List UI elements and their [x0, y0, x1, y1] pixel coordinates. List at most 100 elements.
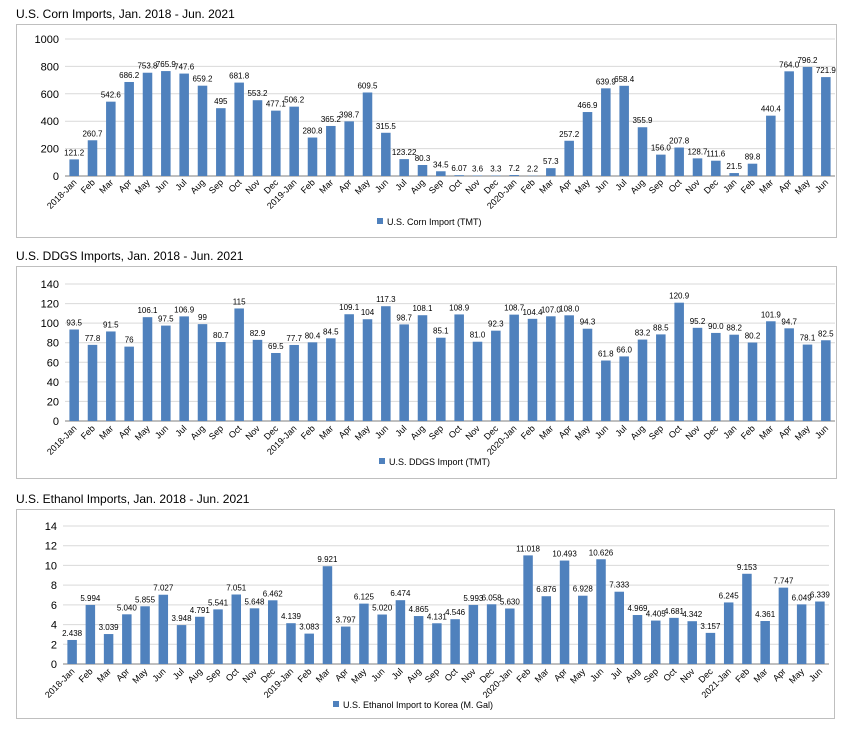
corn-data-label: 658.4	[614, 75, 635, 84]
ddgs-x-tick-label: May	[573, 423, 592, 442]
ddgs-chart-block: U.S. DDGS Imports, Jan. 2018 - Jun. 2021…	[0, 241, 847, 483]
ddgs-bar	[197, 324, 208, 421]
corn-data-label: 121.2	[64, 148, 85, 157]
ddgs-x-tick-label: Apr	[557, 423, 574, 440]
ethanol-data-label: 4.131	[427, 612, 448, 621]
ddgs-x-tick-label: Jun	[813, 423, 830, 440]
ethanol-x-tick-label: Aug	[624, 666, 642, 684]
ethanol-data-label: 2.438	[62, 629, 83, 638]
ddgs-y-tick-label: 60	[47, 357, 59, 369]
ddgs-bar	[307, 342, 318, 421]
ethanol-data-label: 7.747	[773, 577, 794, 586]
corn-y-tick-label: 1000	[35, 34, 59, 46]
ddgs-bar	[399, 324, 409, 421]
corn-y-tick-label: 0	[53, 171, 59, 183]
ethanol-bar	[596, 559, 606, 664]
corn-data-label: 7.2	[509, 164, 521, 173]
ethanol-data-label: 6.474	[390, 589, 411, 598]
ddgs-data-label: 95.2	[690, 317, 706, 326]
ethanol-x-tick-label: 2018-Jan	[43, 666, 77, 700]
ddgs-y-tick-label: 100	[41, 318, 59, 330]
ethanol-data-label: 3.797	[336, 616, 357, 625]
ethanol-x-tick-label: May	[787, 666, 806, 685]
ethanol-data-label: 7.027	[153, 584, 174, 593]
corn-x-tick-label: Feb	[79, 177, 97, 195]
ethanol-bar	[213, 609, 223, 664]
ethanol-data-label: 5.630	[500, 598, 521, 607]
corn-x-tick-label: Aug	[629, 177, 647, 195]
ddgs-y-tick-label: 20	[47, 396, 59, 408]
ddgs-data-label: 88.5	[653, 323, 669, 332]
ethanol-data-label: 3.083	[299, 623, 320, 632]
corn-bar	[381, 132, 391, 176]
ddgs-x-tick-label: Feb	[519, 423, 537, 441]
ethanol-x-tick-label: Sep	[642, 666, 660, 684]
corn-x-tick-label: 2018-Jan	[45, 177, 79, 211]
ddgs-x-tick-label: Jul	[173, 423, 188, 438]
corn-x-tick-label: Mar	[97, 177, 115, 195]
corn-data-label: 2.2	[527, 165, 539, 174]
ddgs-x-tick-label: Apr	[117, 423, 134, 440]
ddgs-chart-plot: 0 20 40 60 80 100 120 140 93.5 2018-Jan 77.8 Feb 91.…	[41, 279, 835, 467]
ddgs-data-label: 90.0	[708, 322, 724, 331]
ethanol-data-label: 6.876	[536, 585, 557, 594]
ethanol-x-tick-label: Feb	[733, 666, 751, 684]
corn-bar	[656, 154, 666, 176]
ethanol-x-tick-label: Nov	[241, 666, 260, 685]
ethanol-bar	[578, 595, 588, 664]
corn-x-tick-label: Apr	[777, 177, 794, 194]
ethanol-bar	[158, 594, 169, 664]
ethanol-bar	[395, 600, 406, 664]
ethanol-bar	[377, 614, 387, 664]
ddgs-bar	[637, 339, 648, 421]
corn-x-tick-label: Nov	[464, 177, 483, 196]
ddgs-bar	[766, 321, 776, 421]
ethanol-bar	[267, 600, 278, 664]
ddgs-y-tick-label: 120	[41, 299, 59, 311]
ddgs-x-tick-label: Jul	[393, 423, 408, 438]
ddgs-bar	[179, 316, 189, 421]
ddgs-x-tick-label: Sep	[207, 423, 225, 441]
ethanol-bar	[432, 623, 442, 664]
corn-x-tick-label: Dec	[702, 177, 721, 196]
ddgs-bar	[161, 325, 171, 421]
corn-bar	[436, 171, 446, 176]
ddgs-x-tick-label: Jun	[153, 423, 170, 440]
ddgs-data-label: 108.7	[504, 304, 525, 313]
ethanol-x-tick-label: Oct	[661, 666, 678, 683]
ddgs-data-label: 61.8	[598, 350, 614, 359]
ddgs-legend-swatch	[379, 458, 385, 464]
corn-x-tick-label: May	[793, 177, 812, 196]
ethanol-bar	[650, 620, 661, 664]
ethanol-bar	[359, 603, 369, 664]
ddgs-bar	[509, 314, 519, 421]
ddgs-x-tick-label: Mar	[317, 423, 335, 441]
corn-x-tick-label: Jun	[813, 177, 830, 194]
ethanol-x-tick-label: Nov	[678, 666, 697, 685]
ethanol-y-tick-label: 0	[51, 659, 57, 671]
ethanol-bar	[67, 639, 77, 664]
corn-data-label: 3.6	[472, 165, 484, 174]
ddgs-x-tick-label: Feb	[739, 423, 757, 441]
ddgs-x-tick-label: Apr	[337, 423, 354, 440]
corn-x-tick-label: Mar	[537, 177, 555, 195]
ethanol-bar	[815, 601, 825, 664]
ethanol-x-tick-label: Apr	[114, 666, 131, 683]
ddgs-bar	[784, 328, 794, 421]
ethanol-data-label: 5.020	[372, 604, 393, 613]
corn-x-tick-label: Sep	[427, 177, 445, 195]
corn-bar	[637, 127, 648, 176]
ddgs-bar	[491, 330, 501, 421]
ethanol-x-tick-label: Mar	[95, 666, 113, 684]
corn-data-label: 686.2	[119, 71, 140, 80]
corn-bar	[179, 73, 189, 176]
ethanol-bar	[249, 608, 260, 664]
corn-y-tick-label: 200	[41, 144, 59, 156]
ethanol-bar	[286, 623, 296, 664]
ddgs-data-label: 94.7	[781, 317, 797, 326]
corn-bar	[326, 125, 336, 176]
ethanol-data-label: 3.157	[700, 622, 721, 631]
ddgs-bar	[601, 360, 611, 421]
corn-x-tick-label: Apr	[337, 177, 354, 194]
corn-data-label: 315.5	[376, 122, 397, 131]
